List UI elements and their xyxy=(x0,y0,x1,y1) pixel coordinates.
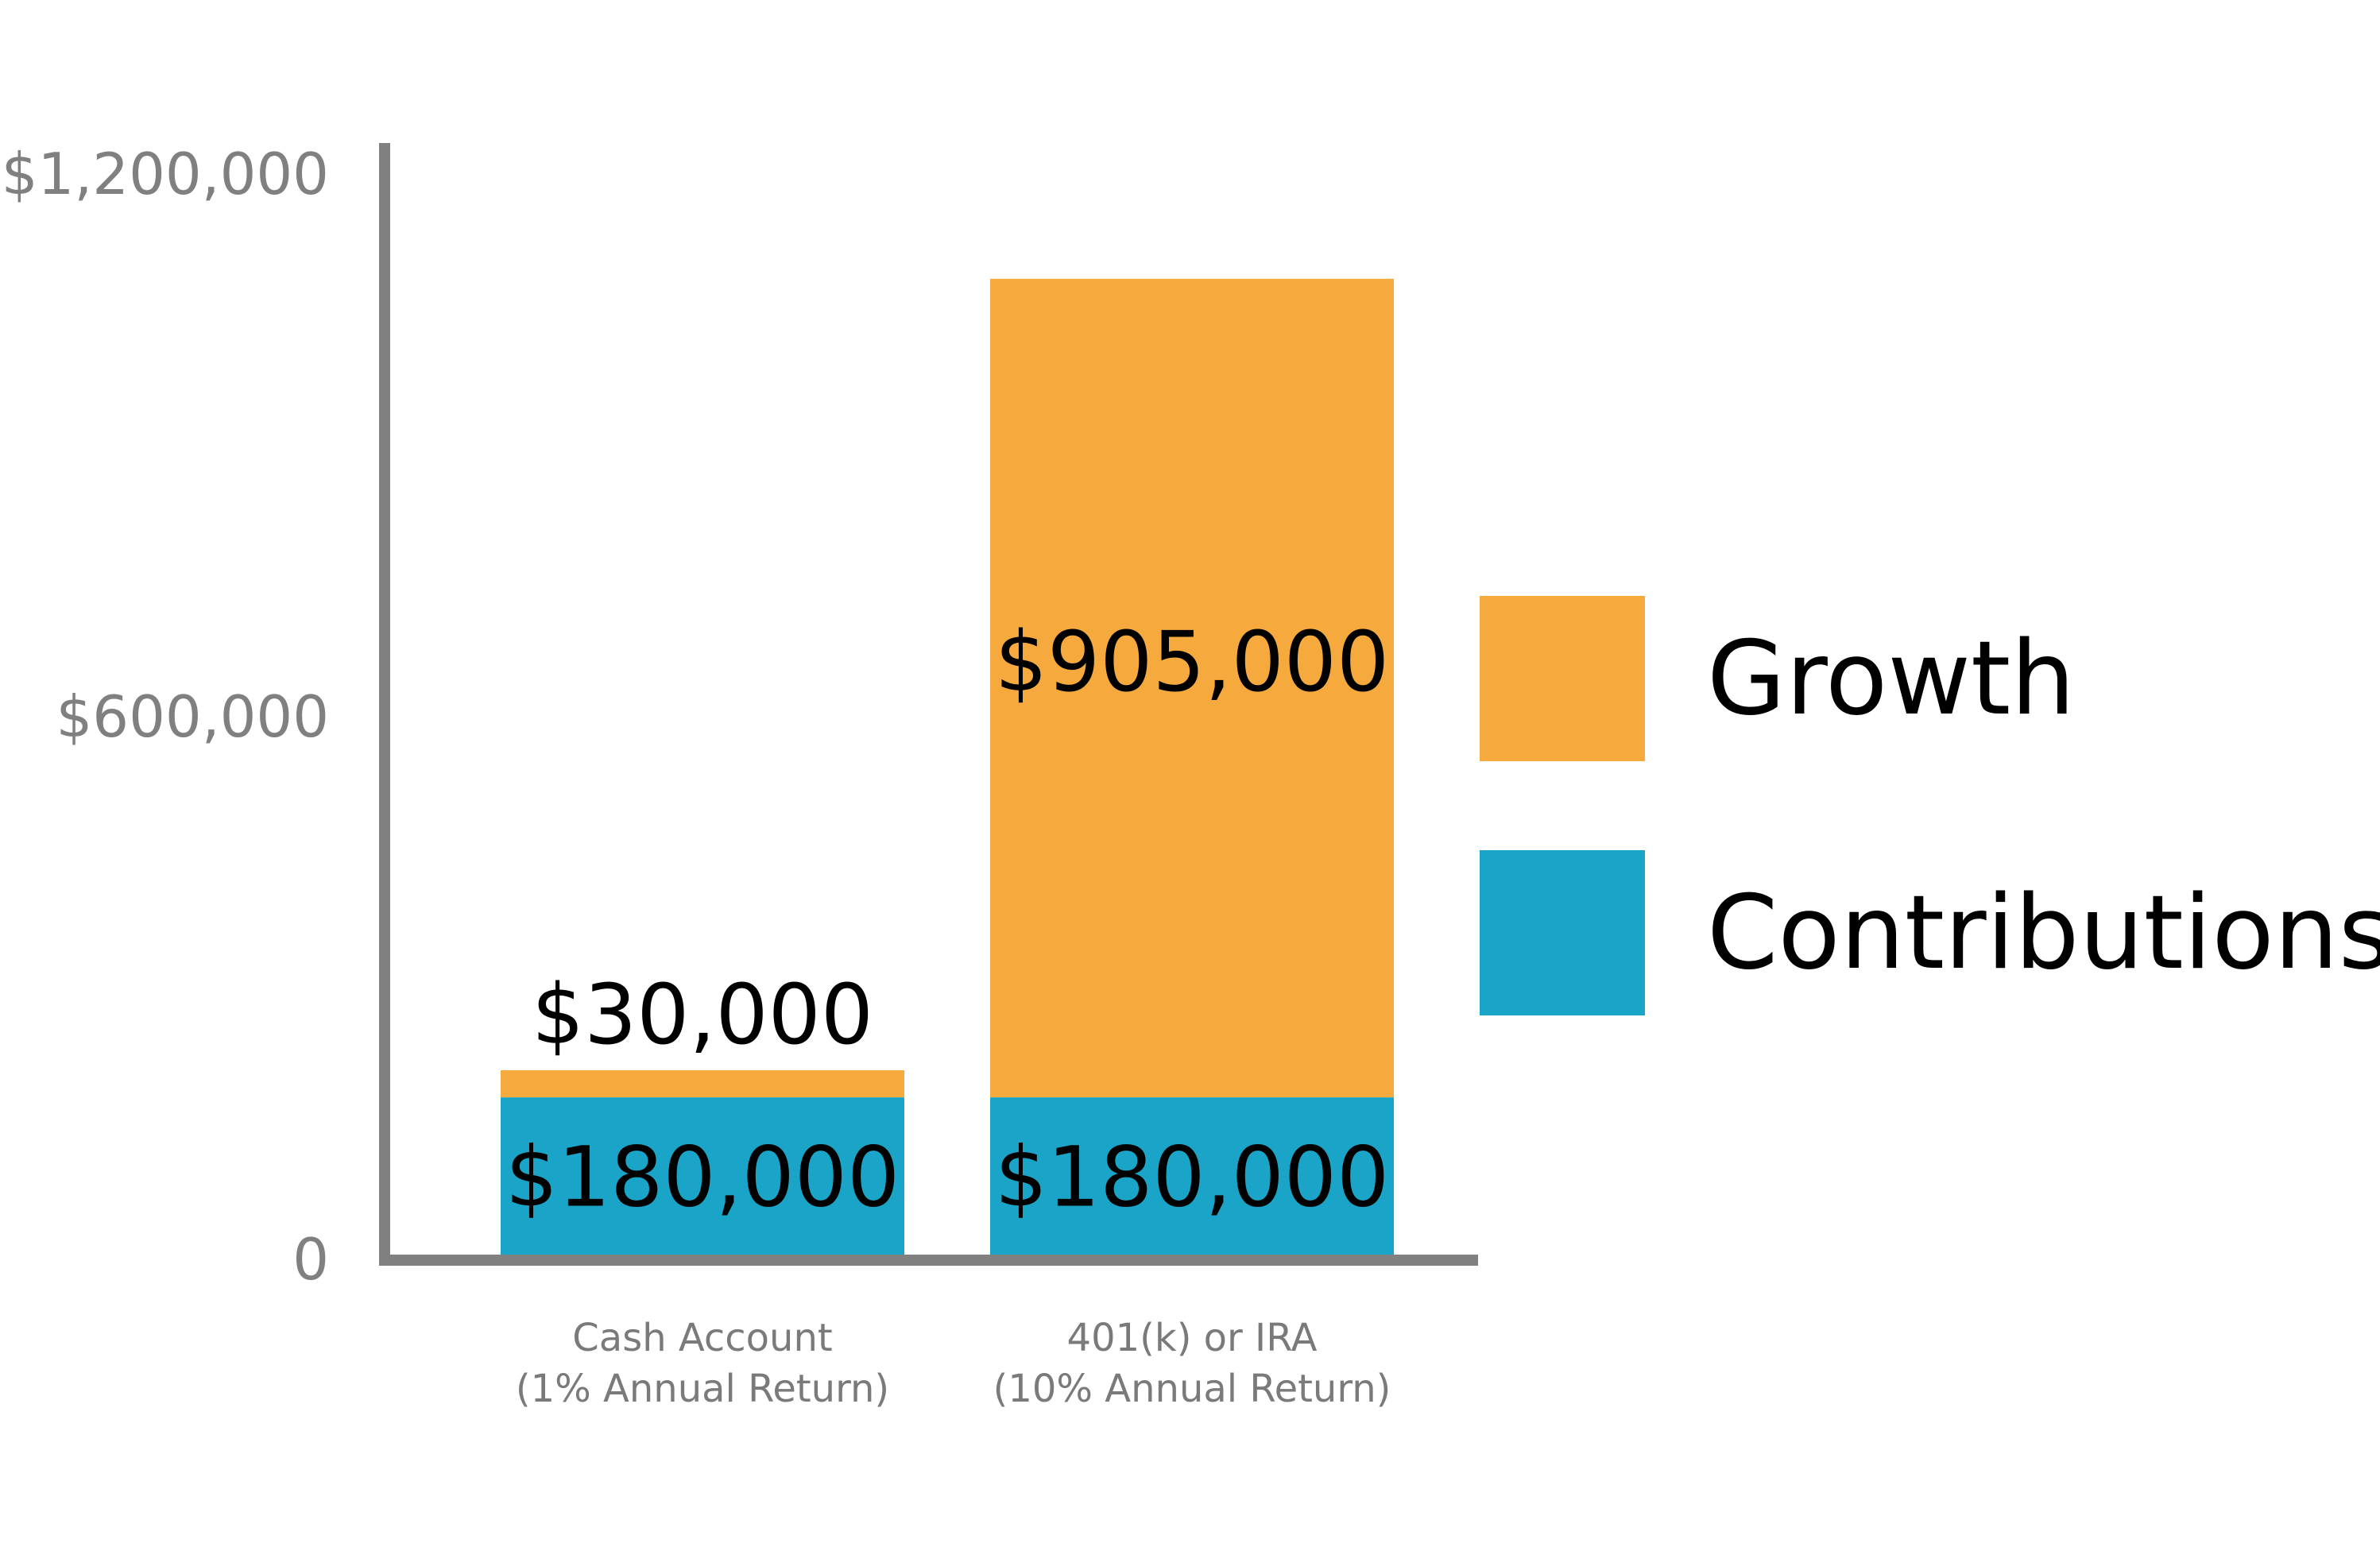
data-label: $180,000 xyxy=(505,1129,900,1226)
legend-label-growth: Growth xyxy=(1707,620,2075,738)
bar-segment-contributions xyxy=(990,1097,1394,1255)
legend-label-contributions: Contributions xyxy=(1707,874,2380,992)
x-tick-label: (10% Annual Return) xyxy=(993,1367,1391,1411)
bar-segment-growth xyxy=(990,278,1394,1098)
y-tick-label: $600,000 xyxy=(56,683,329,750)
bar-segment-growth xyxy=(501,1069,904,1098)
y-tick-label: 0 xyxy=(292,1226,329,1293)
x-tick-label: Cash Account xyxy=(572,1316,832,1360)
data-label: $30,000 xyxy=(532,966,873,1063)
legend-swatch-contributions xyxy=(1480,850,1645,1015)
legend-swatch-growth xyxy=(1480,596,1645,761)
x-tick-label: 401(k) or IRA xyxy=(1067,1316,1318,1360)
x-tick-label: (1% Annual Return) xyxy=(516,1367,889,1411)
y-tick-label: $1,200,000 xyxy=(2,141,329,207)
data-label: $905,000 xyxy=(995,613,1389,710)
bar-segment-contributions xyxy=(501,1097,904,1255)
data-label: $180,000 xyxy=(995,1129,1389,1226)
